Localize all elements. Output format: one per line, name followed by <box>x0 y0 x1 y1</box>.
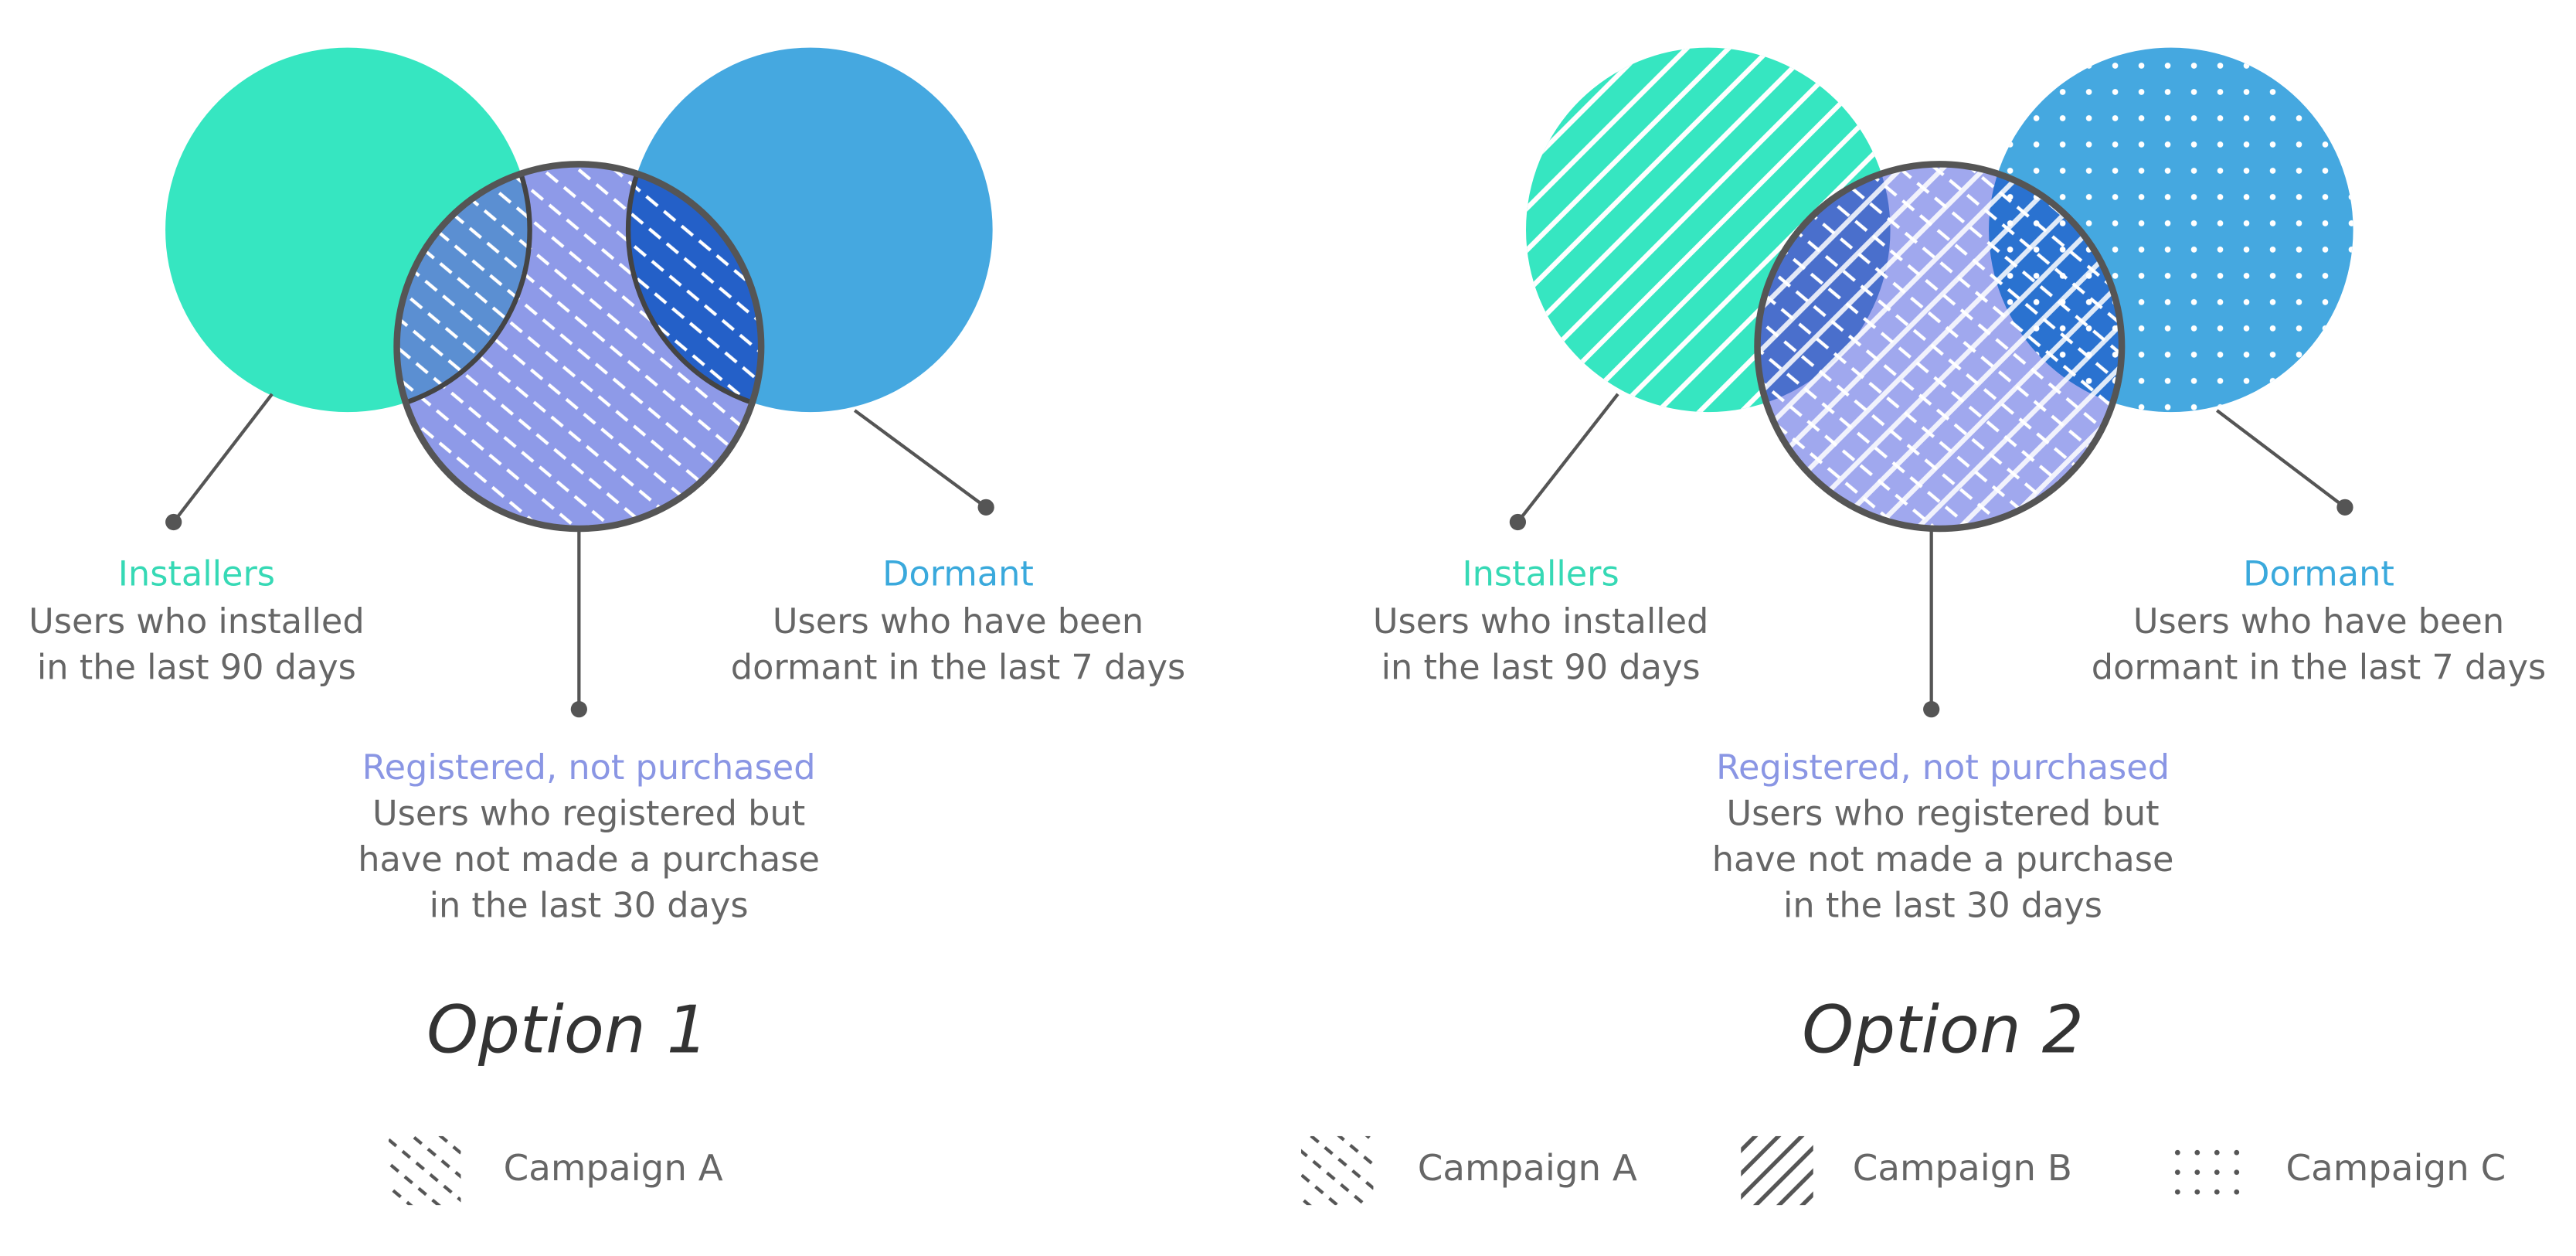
legend-label: Campaign C <box>2286 1148 2506 1190</box>
legend-icon <box>1741 1135 1813 1206</box>
set-label: Installers <box>1462 554 1619 594</box>
set-description: dormant in the last 7 days <box>2092 648 2546 688</box>
set-label: Registered, not purchased <box>362 747 816 788</box>
set-description: in the last 90 days <box>1381 648 1701 688</box>
legend-label: Campaign B <box>1853 1148 2072 1190</box>
legend-icon <box>2174 1139 2254 1202</box>
set-description: Users who installed <box>1373 601 1708 642</box>
legend-icon <box>1300 1135 1374 1206</box>
set-label: Dormant <box>2243 554 2394 594</box>
set-description: have not made a purchase <box>1712 839 2174 880</box>
option-title: Option 2 <box>1802 992 2084 1069</box>
set-description: Users who registered but <box>1726 794 2159 834</box>
legend-label: Campaign A <box>504 1148 723 1190</box>
option-2-diagram <box>1509 47 2353 718</box>
set-label: Dormant <box>882 554 1034 594</box>
set-description: have not made a purchase <box>358 839 820 880</box>
set-description: Users who registered but <box>372 794 805 834</box>
set-label: Registered, not purchased <box>1716 747 2170 788</box>
set-description: Users who have been <box>2133 601 2504 642</box>
option-title: Option 1 <box>427 992 709 1069</box>
set-description: in the last 90 days <box>37 648 356 688</box>
set-description: dormant in the last 7 days <box>731 648 1185 688</box>
set-description: in the last 30 days <box>1783 886 2102 926</box>
legend-label: Campaign A <box>1418 1148 1637 1190</box>
set-description: in the last 30 days <box>430 886 749 926</box>
legend-icon <box>388 1135 461 1206</box>
set-label: Installers <box>118 554 275 594</box>
set-description: Users who installed <box>29 601 364 642</box>
set-description: Users who have been <box>773 601 1144 642</box>
option-1-diagram <box>165 47 994 718</box>
